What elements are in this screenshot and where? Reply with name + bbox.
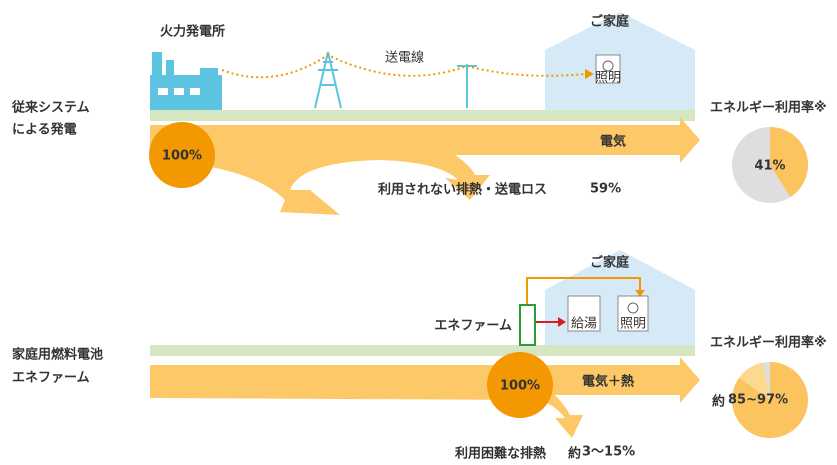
input-label: 100% — [500, 379, 540, 394]
flow-arrow — [150, 117, 700, 215]
plant-label: 火力発電所 — [160, 24, 225, 40]
system-label: 家庭用燃料電池 — [12, 347, 103, 363]
line-label: 送電線 — [385, 50, 424, 66]
rate-label: 85~97% — [728, 393, 788, 408]
rate-title: エネルギー利用率※ — [710, 100, 827, 116]
home-label: ご家庭 — [590, 14, 630, 30]
ground — [150, 110, 695, 121]
factory — [150, 52, 222, 110]
output-label: 電気 — [600, 134, 626, 150]
loss-prefix: 約 — [568, 446, 581, 462]
system-label: 従来システム — [11, 100, 90, 116]
enefarm-unit — [520, 305, 535, 345]
output-label: 電気＋熱 — [582, 374, 634, 390]
input-label: 100% — [162, 149, 202, 164]
rate-title: エネルギー利用率※ — [710, 335, 827, 351]
diagram: 火力発電所 送電線 ご家庭 照明 従来システム による発電 100% 電気 利用… — [0, 0, 837, 465]
lamp-label: 照明 — [620, 317, 646, 332]
ground — [150, 345, 695, 356]
system-label: エネファーム — [12, 371, 90, 386]
home-label: ご家庭 — [590, 255, 630, 271]
lamp-label: 照明 — [595, 71, 621, 86]
loss-label: 利用困難な排熱 — [455, 446, 546, 462]
loss-label: 利用されない排熱・送電ロス — [378, 182, 547, 198]
loss-value: 3～15% — [582, 445, 635, 460]
device-label: エネファーム — [434, 319, 512, 334]
loss-value: 59% — [590, 182, 621, 197]
rate-prefix: 約 — [712, 394, 725, 410]
rate-label: 41% — [754, 159, 785, 174]
system-label: による発電 — [12, 122, 77, 138]
flow-arrow — [150, 357, 700, 438]
factory-windows — [158, 88, 200, 95]
water-label: 給湯 — [571, 317, 597, 332]
